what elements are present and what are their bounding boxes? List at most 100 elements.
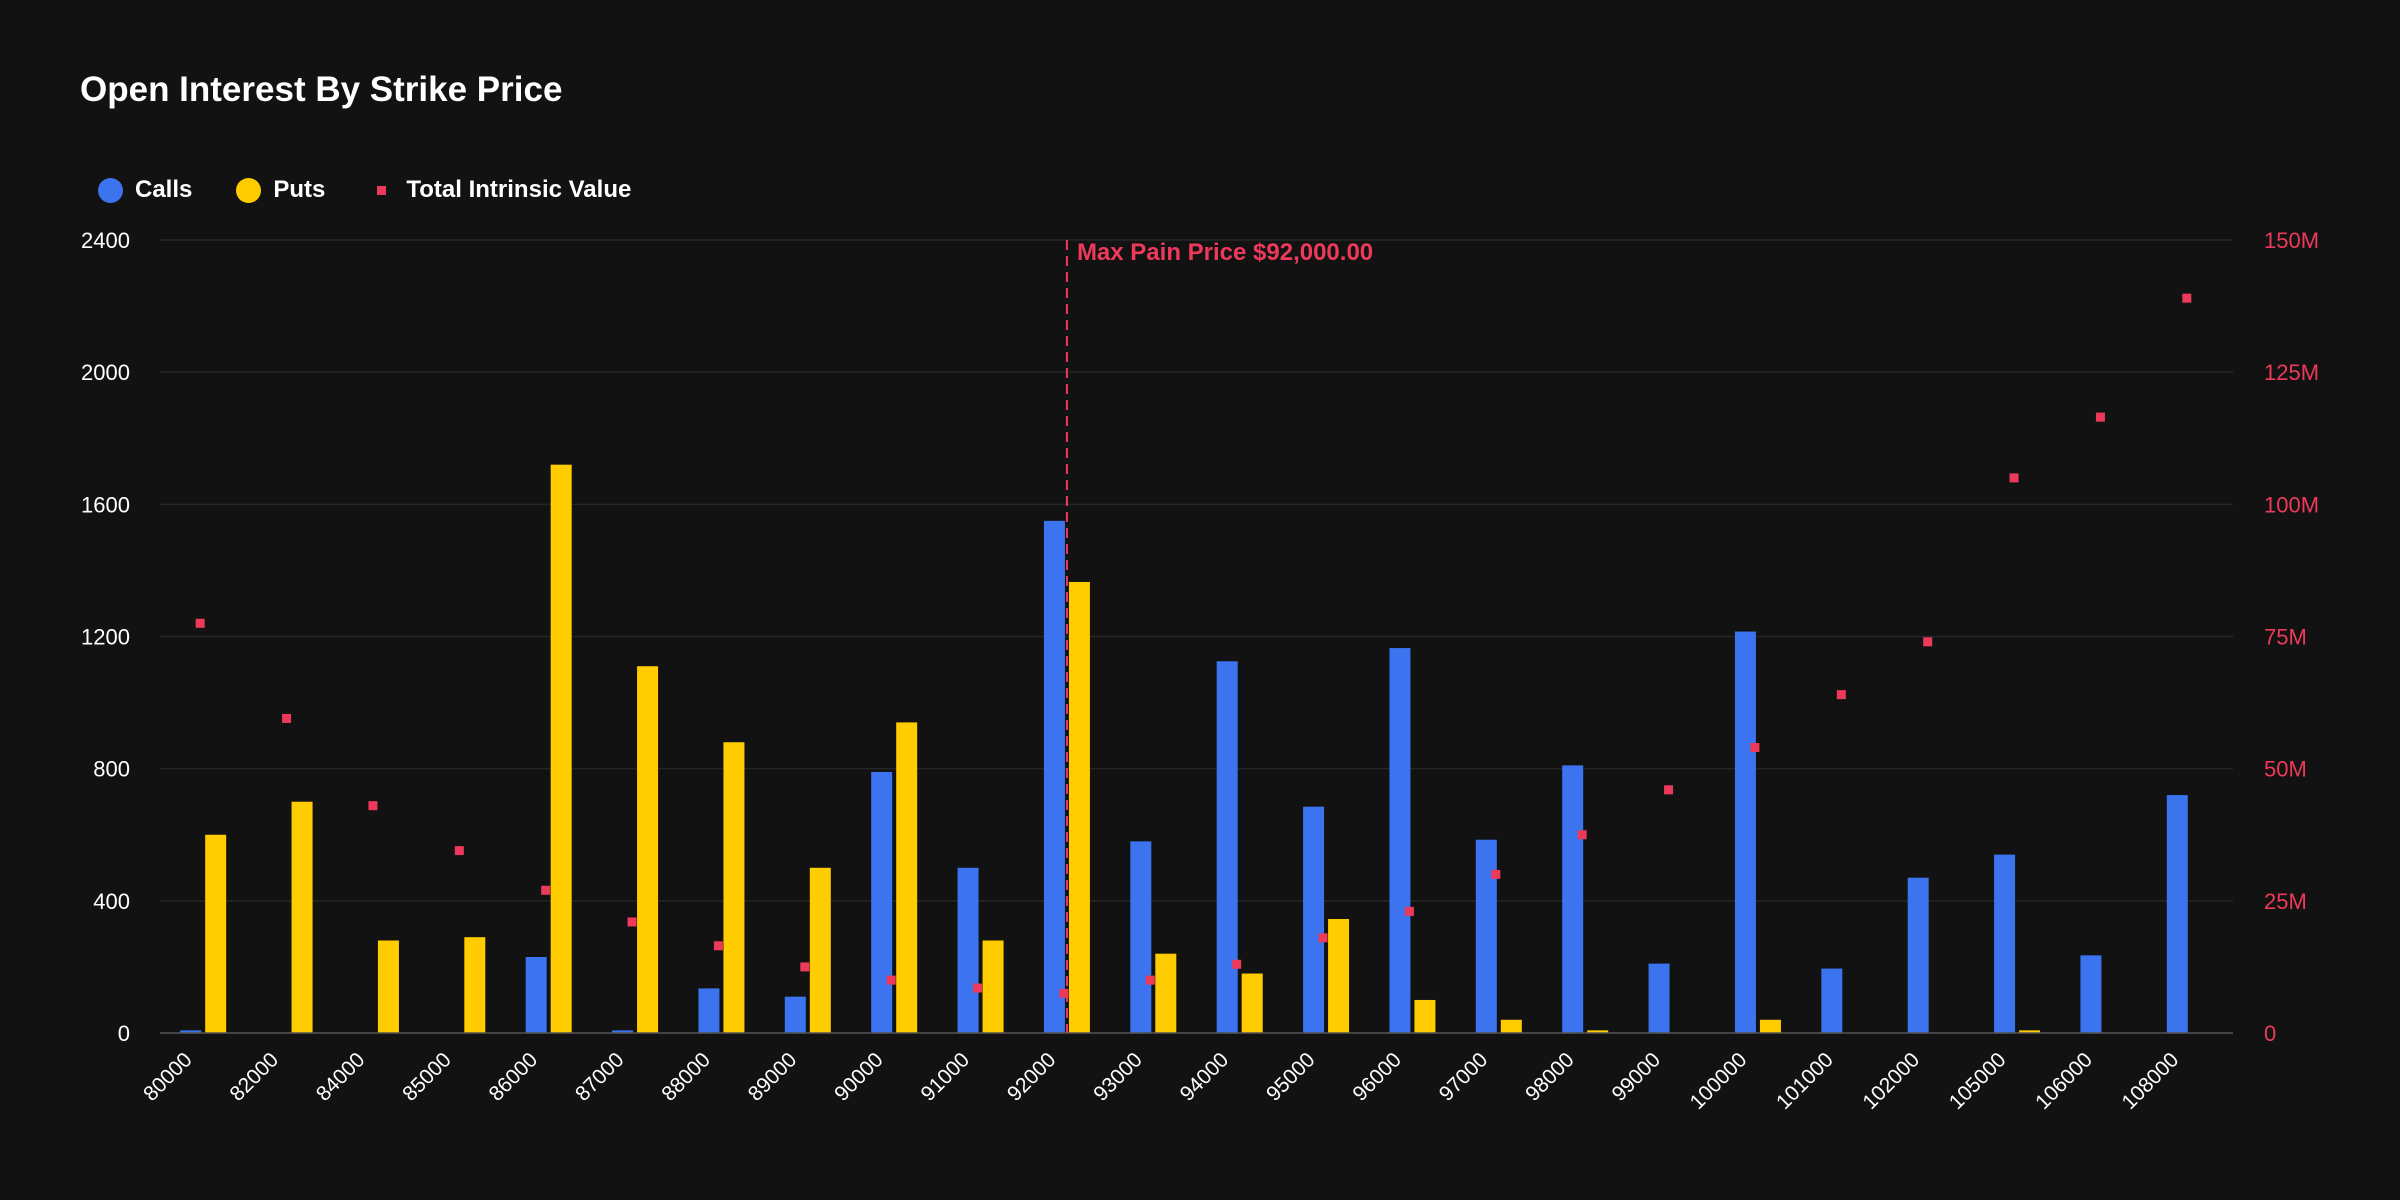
bar-puts-86000[interactable] xyxy=(550,464,572,1033)
bar-puts-82000[interactable] xyxy=(291,801,313,1033)
bar-calls-102000[interactable] xyxy=(1907,877,1929,1033)
intrinsic-points xyxy=(195,293,2192,998)
y-right-tick-label: 25M xyxy=(2264,889,2307,914)
bar-calls-88000[interactable] xyxy=(698,988,720,1033)
bar-puts-87000[interactable] xyxy=(637,666,659,1033)
bar-puts-84000[interactable] xyxy=(377,940,399,1033)
x-tick-label: 89000 xyxy=(744,1048,802,1106)
point-intrinsic-100000[interactable] xyxy=(1750,743,1760,753)
x-tick-label: 80000 xyxy=(139,1048,197,1106)
bar-calls-87000[interactable] xyxy=(612,1030,634,1033)
bar-puts-98000[interactable] xyxy=(1587,1030,1609,1033)
bar-puts-90000[interactable] xyxy=(896,722,918,1033)
bar-puts-105000[interactable] xyxy=(2019,1030,2041,1033)
point-intrinsic-82000[interactable] xyxy=(282,713,292,723)
bar-puts-88000[interactable] xyxy=(723,742,745,1033)
legend-item-calls[interactable]: Calls xyxy=(98,176,192,204)
point-intrinsic-94000[interactable] xyxy=(1232,959,1242,969)
legend-item-puts[interactable]: Puts xyxy=(236,176,325,204)
legend-swatch-calls xyxy=(98,177,123,203)
bar-puts-97000[interactable] xyxy=(1500,1019,1522,1033)
point-intrinsic-89000[interactable] xyxy=(800,962,810,972)
y-left-tick-label: 1200 xyxy=(81,625,130,650)
bar-puts-91000[interactable] xyxy=(982,940,1004,1033)
bar-puts-80000[interactable] xyxy=(205,834,227,1033)
chart-title: Open Interest By Strike Price xyxy=(80,70,563,109)
bar-puts-95000[interactable] xyxy=(1328,919,1350,1033)
point-intrinsic-93000[interactable] xyxy=(1145,975,1155,985)
y-left-tick-label: 400 xyxy=(93,889,130,914)
bar-calls-96000[interactable] xyxy=(1389,648,1411,1033)
bar-calls-90000[interactable] xyxy=(871,771,893,1033)
point-intrinsic-95000[interactable] xyxy=(1318,933,1328,943)
point-intrinsic-99000[interactable] xyxy=(1664,785,1674,795)
bar-calls-98000[interactable] xyxy=(1562,765,1584,1033)
bar-calls-99000[interactable] xyxy=(1648,963,1670,1033)
bar-calls-105000[interactable] xyxy=(1994,854,2016,1033)
bar-calls-91000[interactable] xyxy=(957,867,979,1033)
x-tick-label: 90000 xyxy=(830,1048,888,1106)
bar-puts-85000[interactable] xyxy=(464,937,486,1033)
point-intrinsic-87000[interactable] xyxy=(627,917,637,927)
x-tick-label: 86000 xyxy=(485,1048,543,1106)
bar-calls-89000[interactable] xyxy=(784,996,806,1033)
bar-calls-101000[interactable] xyxy=(1821,968,1843,1033)
point-intrinsic-92000[interactable] xyxy=(1059,988,1069,998)
x-tick-label: 106000 xyxy=(2031,1048,2097,1114)
x-tick-label: 94000 xyxy=(1176,1048,1234,1106)
y-left-tick-label: 1600 xyxy=(81,492,130,517)
point-intrinsic-105000[interactable] xyxy=(2009,473,2019,483)
point-intrinsic-106000[interactable] xyxy=(2095,412,2105,422)
legend: Calls Puts Total Intrinsic Value xyxy=(98,176,675,204)
point-intrinsic-108000[interactable] xyxy=(2182,293,2192,303)
bar-calls-94000[interactable] xyxy=(1216,661,1238,1033)
bar-puts-94000[interactable] xyxy=(1241,973,1263,1033)
bar-calls-80000[interactable] xyxy=(180,1030,202,1033)
y-right-tick-label: 50M xyxy=(2264,757,2307,782)
legend-item-intrinsic[interactable]: Total Intrinsic Value xyxy=(369,176,631,204)
point-intrinsic-101000[interactable] xyxy=(1836,690,1846,700)
point-intrinsic-88000[interactable] xyxy=(713,941,723,951)
x-tick-label: 108000 xyxy=(2118,1048,2184,1114)
bar-calls-95000[interactable] xyxy=(1303,806,1325,1033)
point-intrinsic-90000[interactable] xyxy=(886,975,896,985)
gridlines xyxy=(160,239,2233,902)
bar-puts-100000[interactable] xyxy=(1759,1019,1781,1033)
max-pain-annotation: Max Pain Price $92,000.00 xyxy=(1065,239,1373,1033)
bar-calls-108000[interactable] xyxy=(2166,795,2188,1033)
point-intrinsic-84000[interactable] xyxy=(368,801,378,811)
x-tick-label: 82000 xyxy=(226,1048,284,1106)
bar-puts-92000[interactable] xyxy=(1068,581,1090,1033)
bar-calls-97000[interactable] xyxy=(1475,839,1497,1033)
point-intrinsic-98000[interactable] xyxy=(1577,830,1587,840)
y-left-tick-label: 2400 xyxy=(81,228,130,253)
bar-calls-92000[interactable] xyxy=(1043,520,1065,1033)
point-intrinsic-85000[interactable] xyxy=(454,846,464,856)
x-tick-label: 102000 xyxy=(1858,1048,1924,1114)
x-tick-label: 96000 xyxy=(1348,1048,1406,1106)
legend-label-puts: Puts xyxy=(273,176,326,203)
point-intrinsic-96000[interactable] xyxy=(1404,906,1414,916)
x-tick-label: 100000 xyxy=(1686,1048,1752,1114)
y-right-tick-label: 125M xyxy=(2264,360,2319,385)
point-intrinsic-97000[interactable] xyxy=(1491,869,1501,879)
x-tick-label: 85000 xyxy=(398,1048,456,1106)
point-intrinsic-80000[interactable] xyxy=(195,618,205,628)
x-tick-label: 87000 xyxy=(571,1048,629,1106)
bar-puts-96000[interactable] xyxy=(1414,999,1436,1033)
bar-calls-93000[interactable] xyxy=(1130,841,1152,1033)
bar-calls-106000[interactable] xyxy=(2080,955,2102,1033)
bar-puts-89000[interactable] xyxy=(809,867,831,1033)
x-tick-label: 88000 xyxy=(657,1048,715,1106)
bar-calls-100000[interactable] xyxy=(1734,631,1756,1033)
y-right-tick-label: 150M xyxy=(2264,228,2319,253)
point-intrinsic-86000[interactable] xyxy=(541,885,551,895)
max-pain-label: Max Pain Price $92,000.00 xyxy=(1077,239,1373,266)
bar-puts-93000[interactable] xyxy=(1155,953,1177,1033)
bar-calls-86000[interactable] xyxy=(525,957,547,1033)
y-right-tick-label: 100M xyxy=(2264,492,2319,517)
point-intrinsic-91000[interactable] xyxy=(973,983,983,993)
point-intrinsic-102000[interactable] xyxy=(1923,637,1933,647)
